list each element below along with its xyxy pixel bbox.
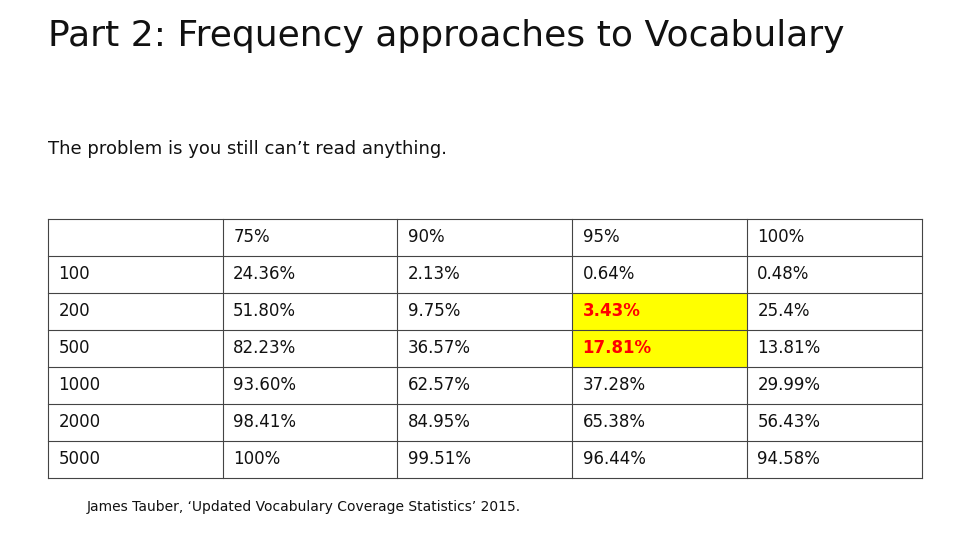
Text: Part 2: Frequency approaches to Vocabulary: Part 2: Frequency approaches to Vocabula… — [48, 19, 845, 53]
Text: 9.75%: 9.75% — [408, 302, 460, 320]
Text: 0.64%: 0.64% — [583, 265, 635, 284]
Text: 56.43%: 56.43% — [757, 413, 821, 431]
Text: 98.41%: 98.41% — [233, 413, 297, 431]
Text: 17.81%: 17.81% — [583, 339, 652, 357]
Text: 2000: 2000 — [59, 413, 101, 431]
Text: 13.81%: 13.81% — [757, 339, 821, 357]
Text: 24.36%: 24.36% — [233, 265, 297, 284]
Text: 200: 200 — [59, 302, 90, 320]
Text: 25.4%: 25.4% — [757, 302, 810, 320]
Text: 65.38%: 65.38% — [583, 413, 646, 431]
Text: 1000: 1000 — [59, 376, 101, 394]
Text: 3.43%: 3.43% — [583, 302, 640, 320]
Text: 29.99%: 29.99% — [757, 376, 821, 394]
Text: 37.28%: 37.28% — [583, 376, 646, 394]
Text: 99.51%: 99.51% — [408, 450, 471, 468]
Text: 96.44%: 96.44% — [583, 450, 645, 468]
Text: 75%: 75% — [233, 228, 270, 246]
Text: 0.48%: 0.48% — [757, 265, 809, 284]
Text: James Tauber, ‘Updated Vocabulary Coverage Statistics’ 2015.: James Tauber, ‘Updated Vocabulary Covera… — [86, 500, 520, 514]
Text: 90%: 90% — [408, 228, 444, 246]
Text: 82.23%: 82.23% — [233, 339, 297, 357]
Text: 2.13%: 2.13% — [408, 265, 461, 284]
Text: 94.58%: 94.58% — [757, 450, 820, 468]
Text: 500: 500 — [59, 339, 90, 357]
Bar — [572, 330, 747, 367]
Text: The problem is you still can’t read anything.: The problem is you still can’t read anyt… — [48, 140, 447, 158]
Text: 100%: 100% — [233, 450, 280, 468]
Text: 36.57%: 36.57% — [408, 339, 471, 357]
Text: 51.80%: 51.80% — [233, 302, 297, 320]
Text: 95%: 95% — [583, 228, 619, 246]
Text: 100%: 100% — [757, 228, 804, 246]
Text: 100: 100 — [59, 265, 90, 284]
Text: 93.60%: 93.60% — [233, 376, 297, 394]
Text: 84.95%: 84.95% — [408, 413, 470, 431]
Bar — [572, 293, 747, 330]
Text: 5000: 5000 — [59, 450, 101, 468]
Text: 62.57%: 62.57% — [408, 376, 471, 394]
